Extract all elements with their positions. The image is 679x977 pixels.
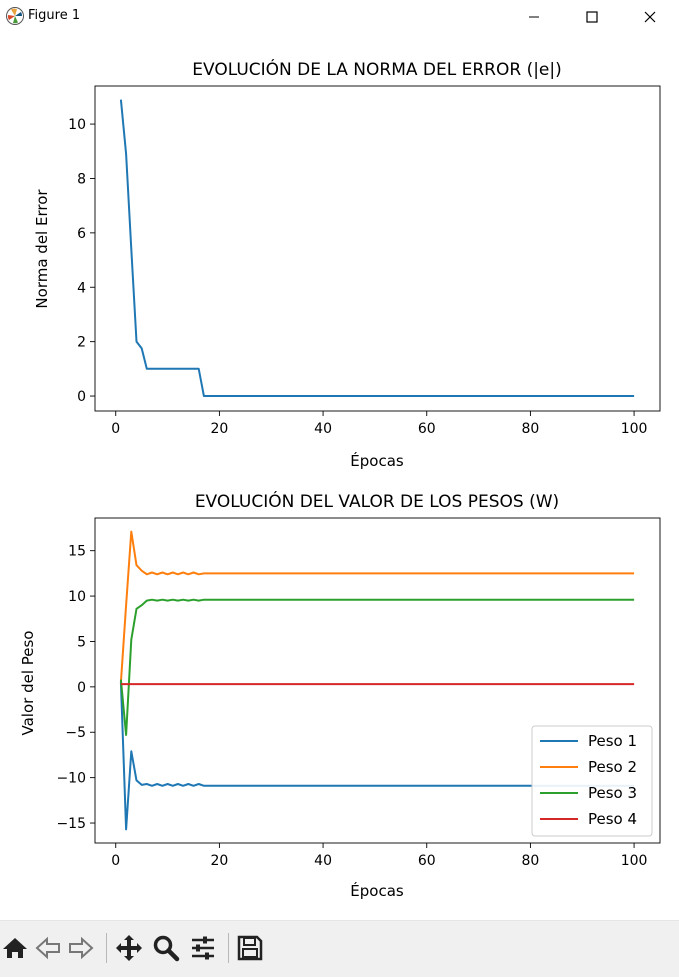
- series-line-peso-2: [119, 530, 635, 683]
- figure-canvas[interactable]: EVOLUCIÓN DE LA NORMA DEL ERROR (|e|) 0 2…: [0, 34, 679, 920]
- zoom-icon: [153, 935, 180, 962]
- x-tick-label: 40: [314, 421, 332, 437]
- configure-subplots-icon: [192, 936, 214, 960]
- matplotlib-app-icon: [5, 6, 25, 26]
- series-lines: [119, 99, 635, 397]
- forward-arrow-icon: [69, 936, 94, 960]
- x-tick-label: 80: [521, 853, 539, 869]
- home-icon: [3, 938, 27, 958]
- configure-subplots-button[interactable]: [188, 933, 218, 963]
- pan-button[interactable]: [114, 933, 144, 963]
- y-tick-label: 4: [77, 280, 86, 296]
- y-tick-label: 10: [68, 589, 86, 605]
- window-titlebar: Figure 1: [0, 0, 679, 34]
- legend: Peso 1 Peso 2 Peso 3 Peso 4: [531, 725, 653, 837]
- x-tick-label: 100: [621, 421, 648, 437]
- legend-entry: Peso 2: [588, 758, 637, 776]
- axes-weights: EVOLUCIÓN DEL VALOR DE LOS PESOS (W) 0 20…: [19, 490, 661, 900]
- y-tick-label: 6: [77, 226, 86, 242]
- window-title: Figure 1: [28, 8, 81, 23]
- axes-error-norm: EVOLUCIÓN DE LA NORMA DEL ERROR (|e|) 0 2…: [33, 58, 661, 470]
- plot-frame: [94, 517, 661, 844]
- x-tick-label: 100: [621, 853, 648, 869]
- back-arrow-icon: [35, 936, 60, 960]
- y-tick-label: 10: [68, 117, 86, 133]
- series-lines: [119, 530, 635, 831]
- legend-frame: [531, 725, 653, 837]
- minimize-button[interactable]: [505, 0, 563, 34]
- y-tick-label: 8: [77, 171, 86, 187]
- close-icon: [644, 11, 656, 23]
- y-axis-label: Valor del Peso: [19, 631, 37, 736]
- tick-marks: 0 20 40 60 80 100 0 2 4 6 8 10: [68, 117, 647, 437]
- legend-entry: Peso 1: [588, 732, 637, 750]
- figure-svg[interactable]: EVOLUCIÓN DE LA NORMA DEL ERROR (|e|) 0 2…: [0, 34, 679, 920]
- series-line-0: [119, 99, 635, 397]
- y-tick-label: 0: [77, 680, 86, 696]
- x-tick-label: 40: [314, 853, 332, 869]
- series-line-peso-3: [119, 598, 635, 736]
- toolbar-separator: [106, 933, 107, 963]
- pan-icon: [116, 935, 142, 961]
- legend-entry: Peso 4: [588, 810, 637, 828]
- x-tick-label: 0: [111, 853, 120, 869]
- close-button[interactable]: [621, 0, 679, 34]
- y-tick-label: −15: [56, 816, 86, 832]
- series-line-peso-1: [119, 682, 635, 831]
- minimize-icon: [529, 16, 539, 18]
- x-tick-label: 0: [111, 421, 120, 437]
- save-icon: [237, 935, 263, 961]
- y-tick-label: 0: [77, 389, 86, 405]
- x-axis-label: Épocas: [350, 881, 404, 900]
- navigation-toolbar: [0, 920, 679, 977]
- x-tick-label: 60: [418, 853, 436, 869]
- home-button[interactable]: [0, 933, 30, 963]
- y-tick-label: −10: [56, 771, 86, 787]
- plot-frame: [94, 85, 661, 412]
- y-axis-label: Norma del Error: [33, 189, 51, 309]
- y-tick-label: −5: [65, 725, 86, 741]
- back-button[interactable]: [33, 933, 63, 963]
- maximize-icon: [586, 11, 598, 23]
- zoom-button[interactable]: [151, 933, 181, 963]
- save-button[interactable]: [235, 933, 265, 963]
- x-tick-label: 80: [521, 421, 539, 437]
- chart-title: EVOLUCIÓN DEL VALOR DE LOS PESOS (W): [195, 490, 559, 512]
- forward-button[interactable]: [66, 933, 96, 963]
- legend-entry: Peso 3: [588, 784, 637, 802]
- x-axis-label: Épocas: [350, 451, 404, 470]
- x-tick-label: 20: [210, 853, 228, 869]
- maximize-button[interactable]: [563, 0, 621, 34]
- y-tick-label: 15: [68, 544, 86, 560]
- chart-title: EVOLUCIÓN DE LA NORMA DEL ERROR (|e|): [192, 58, 562, 80]
- x-tick-label: 20: [210, 421, 228, 437]
- y-tick-label: 2: [77, 335, 86, 351]
- tick-marks: 0 20 40 60 80 100 −15 −10 −5 0 5 10 15: [56, 544, 647, 869]
- toolbar-separator: [228, 933, 229, 963]
- x-tick-label: 60: [418, 421, 436, 437]
- y-tick-label: 5: [77, 634, 86, 650]
